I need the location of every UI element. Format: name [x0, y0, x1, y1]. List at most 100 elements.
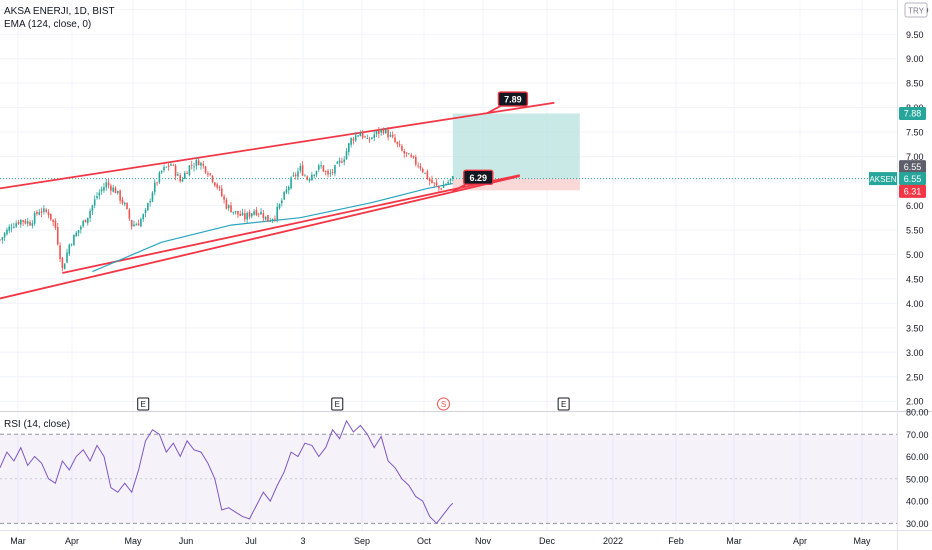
stop-zone[interactable] — [452, 178, 580, 191]
candle-body — [179, 175, 181, 182]
candle-body — [26, 221, 29, 224]
rsi-tick-label: 50.00 — [906, 474, 929, 484]
candle-body — [36, 211, 38, 214]
candle-body — [80, 226, 82, 230]
rsi-tick-label: 40.00 — [906, 497, 929, 507]
earnings-marker[interactable] — [137, 397, 150, 411]
candle-body — [380, 129, 382, 133]
candle-body — [103, 187, 105, 191]
candle-body — [398, 144, 401, 146]
trendlines[interactable] — [0, 101, 555, 300]
candle-body — [267, 215, 269, 222]
candle-body — [281, 200, 283, 204]
rsi-tick-label: 70.00 — [906, 430, 929, 440]
candle-body — [19, 219, 22, 225]
candle-body — [86, 217, 89, 223]
candle-body — [317, 165, 320, 170]
candle-body — [22, 220, 24, 222]
annotation-box[interactable] — [463, 169, 494, 186]
candle-body — [440, 188, 443, 190]
symbol-legend[interactable]: AKSA ENERJI, 1D, BIST — [4, 6, 115, 17]
price-tick-label: 2.50 — [906, 372, 924, 382]
candle-body — [255, 209, 258, 216]
price-annotations[interactable]: 7.89 6.29 — [452, 91, 529, 193]
candle-body — [107, 182, 110, 186]
candle-body — [117, 190, 119, 194]
candle-body — [214, 182, 216, 186]
candle-body — [382, 129, 385, 134]
rsi-axis[interactable]: 30.00 40.00 50.00 60.00 70.00 80.00 — [906, 408, 929, 529]
price-badge-label: 6.55 — [904, 162, 922, 172]
candle-body — [207, 173, 209, 175]
annotation-box[interactable] — [497, 91, 529, 107]
target-zone[interactable] — [452, 113, 580, 179]
price-tick-label: 4.00 — [906, 299, 924, 309]
candle-body — [121, 199, 124, 204]
candle-body — [331, 172, 334, 173]
candle-body — [403, 150, 406, 154]
candle-body — [262, 213, 265, 219]
candle-body — [354, 135, 357, 141]
candle-body — [100, 189, 103, 192]
price-tick-label: 7.00 — [906, 152, 924, 162]
trendline-upper[interactable] — [0, 101, 555, 190]
rsi-legend[interactable]: RSI (14, close) — [4, 419, 70, 430]
candle-body — [232, 211, 235, 213]
candle-body — [334, 165, 336, 174]
candle-body — [184, 173, 186, 179]
trendline-lower[interactable] — [0, 175, 520, 300]
time-tick-label: Mar — [726, 536, 742, 546]
candle-body — [378, 129, 380, 134]
candle-body — [3, 233, 6, 238]
trendline-inner-lower[interactable] — [62, 174, 520, 274]
candle-body — [140, 219, 142, 227]
candle-body — [257, 213, 260, 215]
price-tick-label: 3.00 — [906, 348, 924, 358]
time-tick-label: Feb — [668, 536, 684, 546]
candle-body — [77, 230, 80, 233]
annotation-label: 7.89 — [504, 95, 522, 105]
position-zones[interactable] — [0, 113, 897, 191]
candle-body — [297, 171, 299, 177]
candle-body — [151, 192, 154, 202]
candle-body — [59, 245, 61, 259]
ema-legend[interactable]: EMA (124, close, 0) — [4, 19, 91, 30]
price-tick-label: 4.50 — [906, 274, 924, 284]
candle-body — [329, 173, 332, 174]
candle-body — [47, 212, 50, 216]
candle-body — [193, 166, 195, 168]
ema-line — [92, 182, 453, 273]
candle-body — [61, 257, 64, 268]
price-tick-label: 9.50 — [906, 30, 924, 40]
candle-body — [149, 201, 151, 203]
candle-body — [114, 187, 117, 194]
time-axis[interactable]: Mar Apr May Jun Jul 3 Sep Oct Nov Dec 2022 Feb Mar Ap… — [10, 536, 871, 546]
currency-badge[interactable]: TRY — [904, 2, 928, 18]
candle-body — [91, 205, 94, 212]
candle-body — [311, 174, 313, 181]
split-marker[interactable] — [437, 397, 451, 411]
time-tick-label: Oct — [417, 536, 432, 546]
price-badge-neutral — [899, 160, 926, 174]
earnings-marker[interactable] — [557, 397, 570, 411]
candle-body — [445, 184, 447, 185]
candle-body — [421, 169, 424, 173]
time-tick-label: Jul — [245, 536, 257, 546]
candle-body — [341, 161, 343, 163]
rsi-band — [0, 434, 897, 524]
candle-body — [220, 188, 223, 196]
time-tick-label: Apr — [793, 536, 807, 546]
rsi-tick-label: 30.00 — [906, 519, 929, 529]
candle-body — [24, 220, 27, 224]
candle-body — [294, 174, 297, 177]
candle-body — [431, 179, 433, 184]
price-badge-current — [899, 172, 926, 186]
candle-body — [170, 164, 172, 166]
candle-body — [165, 166, 168, 168]
candle-body — [250, 213, 253, 217]
candle-body — [29, 222, 31, 226]
earnings-marker-label: E — [335, 400, 340, 409]
earnings-marker[interactable] — [331, 397, 344, 411]
